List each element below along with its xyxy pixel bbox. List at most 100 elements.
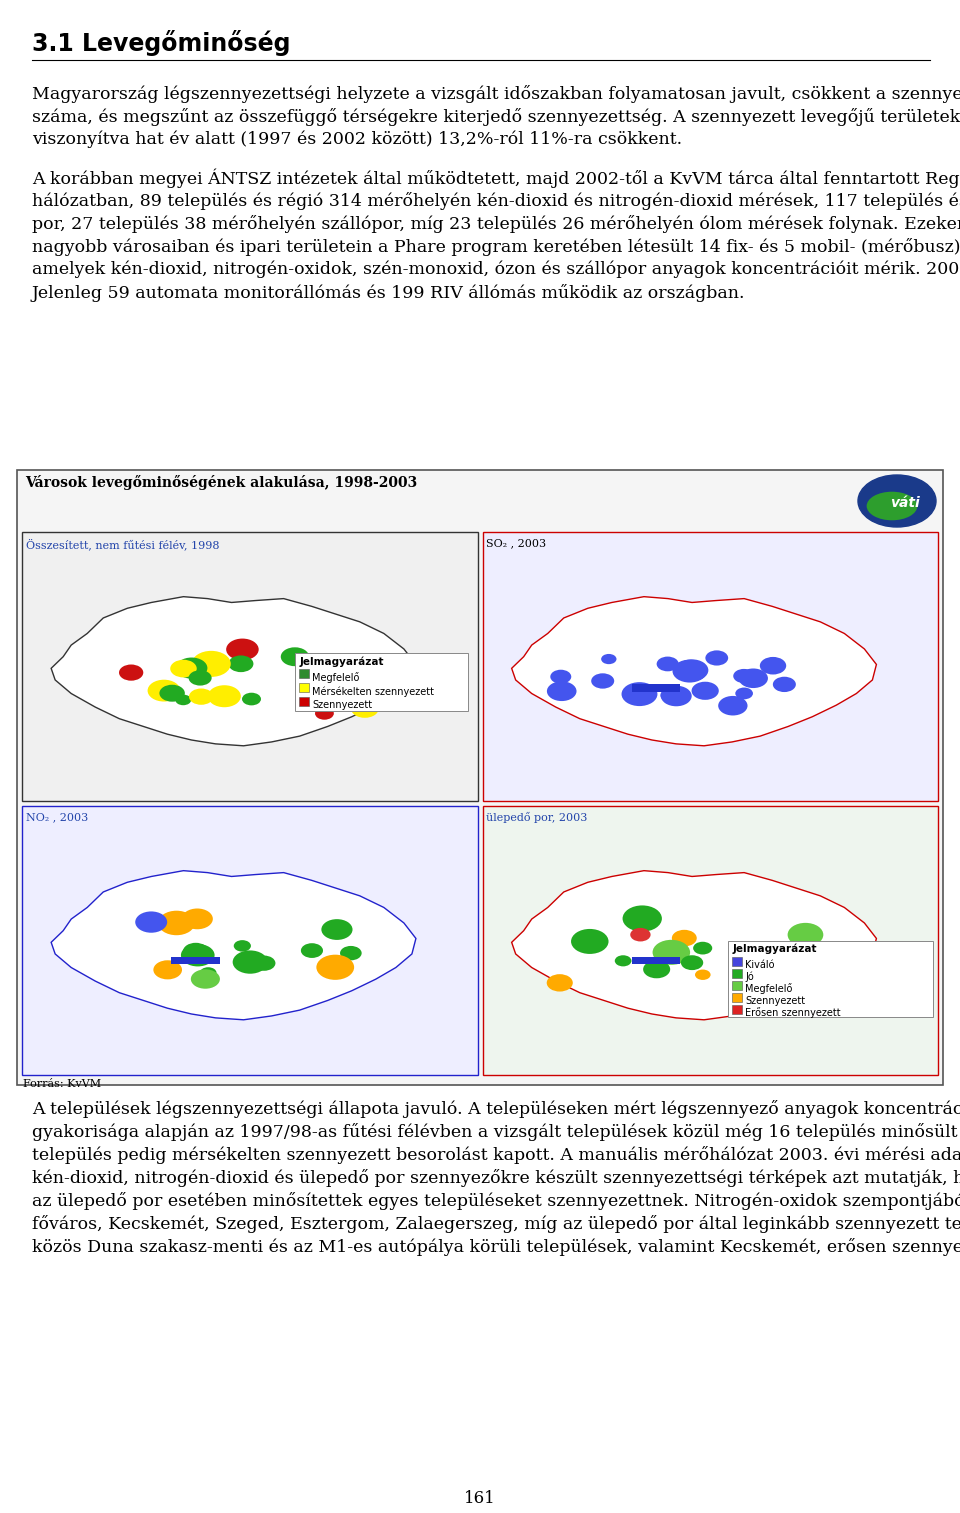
Ellipse shape (317, 955, 354, 980)
Ellipse shape (550, 670, 571, 684)
Ellipse shape (643, 961, 670, 979)
Ellipse shape (787, 940, 810, 955)
Ellipse shape (183, 943, 208, 959)
Text: Jelmagyarázat: Jelmagyarázat (732, 944, 817, 955)
Ellipse shape (759, 657, 786, 675)
Text: Megfelelő: Megfelelő (312, 672, 360, 682)
Polygon shape (51, 596, 416, 746)
Bar (300, 669, 309, 678)
Bar (300, 682, 309, 691)
Ellipse shape (228, 655, 253, 672)
Ellipse shape (189, 688, 213, 705)
Ellipse shape (233, 940, 251, 952)
Ellipse shape (159, 685, 185, 702)
Text: száma, és megszűnt az összefüggő térségekre kiterjedő szennyezettség. A szennyez: száma, és megszűnt az összefüggő térsége… (32, 107, 960, 126)
Ellipse shape (340, 946, 362, 961)
Ellipse shape (681, 955, 704, 970)
Ellipse shape (812, 973, 832, 986)
Bar (483, 806, 938, 1076)
Ellipse shape (322, 918, 352, 940)
Text: gyakorisága alapján az 1997/98-as fűtési félévben a vizsgált települések közül m: gyakorisága alapján az 1997/98-as fűtési… (32, 1123, 960, 1141)
Ellipse shape (547, 681, 577, 701)
Text: közös Duna szakasz-menti és az M1-es autópálya körüli települések, valamint Kecs: közös Duna szakasz-menti és az M1-es aut… (32, 1238, 960, 1256)
Text: Szennyezett: Szennyezett (746, 996, 805, 1006)
Ellipse shape (735, 687, 753, 699)
Ellipse shape (191, 970, 220, 988)
Ellipse shape (227, 638, 258, 660)
Text: Mérsékelten szennyezett: Mérsékelten szennyezett (312, 685, 434, 696)
Ellipse shape (351, 699, 379, 717)
Ellipse shape (867, 492, 918, 520)
Polygon shape (512, 596, 876, 746)
Text: Jelenleg 59 automata monitorállómás és 199 RIV állómás működik az országban.: Jelenleg 59 automata monitorállómás és 1… (32, 284, 746, 303)
Text: amelyek kén-dioxid, nitrogén-oxidok, szén-monoxid, ózon és szállópor anyagok kon: amelyek kén-dioxid, nitrogén-oxidok, szé… (32, 262, 960, 278)
Ellipse shape (242, 693, 261, 705)
Text: váti: váti (890, 496, 920, 510)
Ellipse shape (571, 929, 609, 953)
Bar (632, 956, 680, 964)
Text: Kiváló: Kiváló (746, 959, 775, 970)
Bar (296, 654, 468, 711)
Polygon shape (512, 870, 876, 1020)
Ellipse shape (773, 676, 796, 691)
Ellipse shape (718, 696, 748, 716)
Ellipse shape (148, 679, 180, 702)
Bar (22, 533, 477, 800)
Ellipse shape (181, 908, 213, 929)
Ellipse shape (323, 654, 342, 667)
Ellipse shape (601, 654, 616, 664)
Ellipse shape (676, 660, 708, 681)
Ellipse shape (672, 930, 697, 947)
Ellipse shape (232, 950, 268, 974)
Text: por, 27 település 38 mérőhelyén szállópor, míg 23 település 26 mérőhelyén ólom m: por, 27 település 38 mérőhelyén szállópo… (32, 215, 960, 233)
Ellipse shape (706, 651, 729, 666)
Text: Jelmagyarázat: Jelmagyarázat (300, 657, 384, 667)
Ellipse shape (673, 660, 707, 682)
Ellipse shape (787, 923, 824, 947)
Text: SO₂ , 2003: SO₂ , 2003 (487, 539, 546, 548)
Bar (732, 993, 742, 1002)
Ellipse shape (739, 959, 756, 970)
Ellipse shape (733, 669, 755, 682)
Ellipse shape (591, 673, 614, 688)
Text: település pedig mérsékelten szennyezett besorolást kapott. A manuális mérőhálóza: település pedig mérsékelten szennyezett … (32, 1145, 960, 1163)
Ellipse shape (623, 905, 661, 932)
Text: Összesített, nem fűtési félév, 1998: Összesített, nem fűtési félév, 1998 (26, 539, 220, 549)
Ellipse shape (660, 685, 692, 707)
Ellipse shape (695, 970, 710, 980)
Bar (732, 956, 742, 965)
Text: főváros, Kecskemét, Szeged, Esztergom, Zalaegerszeg, míg az ülepedő por által le: főváros, Kecskemét, Szeged, Esztergom, Z… (32, 1215, 960, 1233)
Text: Magyarország légszennyezettségi helyzete a vizsgált időszakban folyamatosan javu: Magyarország légszennyezettségi helyzete… (32, 85, 960, 103)
Ellipse shape (252, 956, 276, 971)
Ellipse shape (858, 475, 936, 527)
Ellipse shape (621, 682, 658, 707)
Bar (732, 1005, 742, 1014)
Ellipse shape (188, 946, 213, 964)
Text: A korábban megyei ÁNTSZ intézetek által működtetett, majd 2002-től a KvVM tárca : A korábban megyei ÁNTSZ intézetek által … (32, 169, 960, 189)
Ellipse shape (733, 949, 753, 961)
Ellipse shape (280, 648, 309, 666)
Text: Megfelelő: Megfelelő (746, 983, 793, 994)
Ellipse shape (300, 675, 327, 693)
Bar (300, 697, 309, 707)
Text: kén-dioxid, nitrogén-dioxid és ülepedő por szennyezőkre készült szennyezettségi : kén-dioxid, nitrogén-dioxid és ülepedő p… (32, 1170, 960, 1188)
Ellipse shape (176, 694, 191, 705)
Ellipse shape (693, 941, 712, 955)
Ellipse shape (653, 940, 690, 965)
Bar (632, 684, 680, 691)
Text: ülepedő por, 2003: ülepedő por, 2003 (487, 812, 588, 823)
Ellipse shape (135, 911, 167, 932)
Ellipse shape (660, 688, 683, 702)
Ellipse shape (320, 667, 351, 688)
Ellipse shape (158, 911, 195, 935)
Ellipse shape (119, 664, 143, 681)
Ellipse shape (691, 682, 719, 701)
Text: az ülepedő por esetében minősítettek egyes településeket szennyezettnek. Nitrogé: az ülepedő por esetében minősítettek egy… (32, 1192, 960, 1210)
Bar (22, 806, 477, 1076)
Bar (172, 956, 220, 964)
Ellipse shape (154, 961, 182, 979)
Ellipse shape (352, 660, 374, 675)
Text: NO₂ , 2003: NO₂ , 2003 (26, 812, 88, 822)
Ellipse shape (200, 967, 217, 979)
Text: Szennyezett: Szennyezett (312, 701, 372, 710)
